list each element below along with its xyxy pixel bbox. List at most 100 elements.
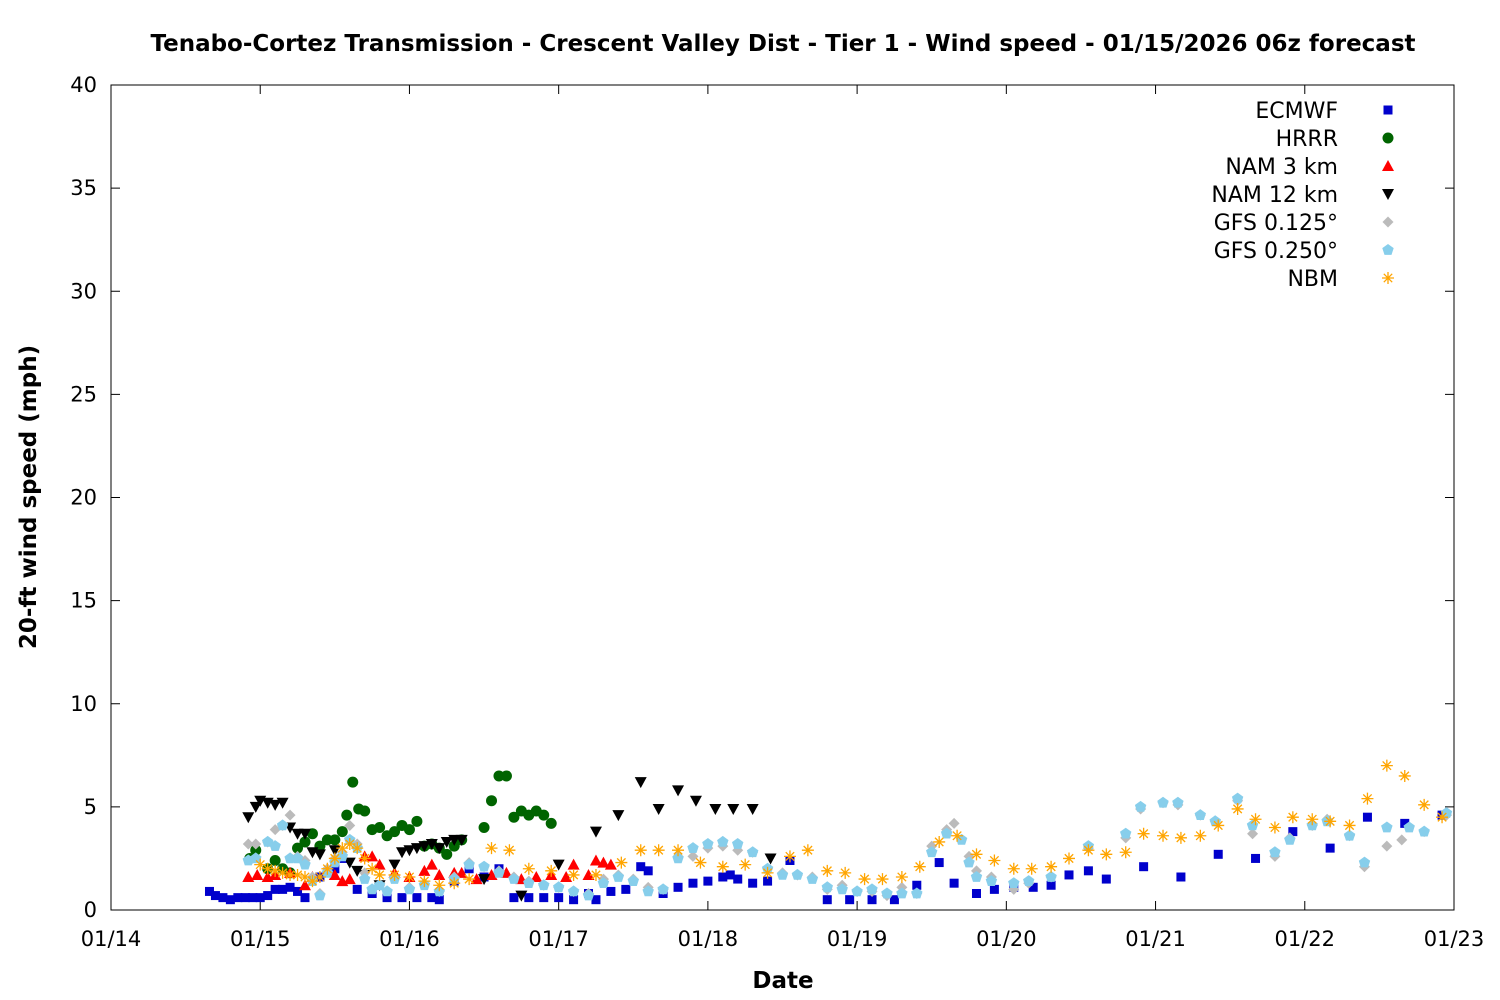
data-point-nbm (298, 871, 311, 883)
data-point-nbm (306, 875, 319, 888)
data-point-hrrr (500, 770, 512, 782)
series-nbm (254, 759, 1449, 892)
y-tick-label: 20 (70, 486, 97, 510)
data-point-nbm (694, 856, 707, 869)
data-point-gfs-0-250 (963, 856, 975, 868)
data-point-nbm (652, 844, 665, 857)
data-point-ecmwf (330, 864, 340, 874)
data-point-gfs-0-250 (1120, 827, 1132, 839)
data-point-nbm (261, 862, 274, 875)
data-point-gfs-0-250 (314, 889, 326, 901)
data-point-hrrr (292, 842, 304, 854)
data-point-nbm (1045, 860, 1058, 873)
data-point-gfs-0-250 (612, 871, 625, 882)
legend-label-ecmwf: ECMWF (1255, 99, 1338, 124)
data-point-ecmwf (1251, 853, 1261, 863)
data-point-nbm (503, 844, 516, 857)
data-point-ecmwf (934, 858, 944, 868)
data-point-gfs-0-250 (523, 877, 535, 888)
y-tick-label: 0 (84, 898, 97, 922)
data-point-nam-3-km (242, 871, 255, 882)
data-point-ecmwf (989, 884, 999, 894)
data-point-nam-12-km (612, 810, 625, 822)
data-point-nbm (1100, 848, 1113, 861)
data-point-gfs-0-250 (1023, 875, 1035, 886)
data-point-gfs-0-250 (597, 877, 610, 888)
data-point-ecmwf (524, 893, 534, 903)
data-point-ecmwf (763, 876, 773, 886)
data-point-ecmwf (636, 862, 646, 872)
data-point-nam-3-km (500, 866, 513, 878)
y-tick-label: 15 (70, 589, 97, 613)
data-point-nam-3-km (604, 858, 617, 870)
data-point-nam-3-km (373, 858, 386, 870)
data-point-ecmwf (270, 884, 280, 894)
data-point-nbm (1436, 811, 1449, 824)
data-point-nbm (1398, 769, 1411, 782)
legend-marker-gfs-0-250 (1382, 244, 1394, 255)
data-point-nbm (284, 868, 297, 881)
data-point-nam-3-km (567, 858, 580, 870)
y-tick-label: 5 (84, 795, 97, 819)
data-point-nbm (1119, 846, 1132, 859)
data-point-gfs-0-125 (1247, 828, 1259, 840)
data-point-nbm (276, 866, 289, 879)
data-point-nbm (269, 864, 282, 877)
data-point-hrrr (441, 848, 453, 860)
data-point-nbm (1286, 811, 1299, 824)
data-point-ecmwf (1176, 872, 1186, 882)
data-point-nam-12-km (433, 843, 446, 855)
data-point-gfs-0-250 (1403, 821, 1415, 833)
data-point-nbm (970, 848, 983, 861)
data-point-nam-12-km (727, 803, 740, 815)
data-point-nbm (1174, 831, 1187, 844)
data-point-nbm (313, 871, 326, 883)
data-point-gfs-0-250 (776, 868, 789, 880)
data-point-gfs-0-250 (276, 819, 289, 831)
data-point-nam-3-km (425, 858, 438, 870)
data-point-gfs-0-125 (1396, 834, 1408, 846)
data-point-nbm (1418, 798, 1431, 811)
data-point-nam-3-km (560, 871, 573, 882)
data-point-hrrr (478, 822, 490, 833)
data-point-hrrr (486, 795, 498, 807)
data-point-nbm (1249, 813, 1262, 826)
data-point-nbm (801, 844, 814, 857)
data-point-gfs-0-250 (732, 838, 744, 849)
data-point-nam-12-km (276, 797, 289, 809)
y-axis-label: 20-ft wind speed (mph) (16, 345, 42, 649)
data-point-gfs-0-250 (836, 883, 848, 895)
data-point-nam-12-km (242, 812, 255, 824)
data-point-ecmwf (554, 893, 564, 903)
data-point-nam-3-km (530, 871, 543, 882)
data-point-nbm (1212, 819, 1225, 832)
data-point-nam-12-km (298, 828, 311, 840)
data-point-gfs-0-250 (746, 846, 759, 858)
data-point-nam-12-km (425, 839, 438, 850)
data-point-nam-3-km (328, 868, 341, 880)
data-point-gfs-0-250 (806, 873, 819, 884)
x-tick-label: 01/20 (976, 927, 1037, 951)
data-point-nam-12-km (634, 777, 647, 789)
data-point-ecmwf (1083, 866, 1093, 876)
data-point-nam-3-km (470, 873, 483, 885)
data-point-ecmwf (748, 878, 758, 888)
data-point-hrrr (508, 811, 520, 823)
data-point-nbm (1007, 862, 1020, 875)
data-point-gfs-0-125 (344, 819, 356, 831)
data-point-ecmwf (434, 895, 444, 905)
data-point-ecmwf (1213, 849, 1223, 859)
data-point-hrrr (538, 809, 550, 821)
data-point-nam-3-km (589, 854, 602, 866)
data-point-nbm (545, 864, 558, 877)
data-point-nam-12-km (418, 841, 431, 853)
data-point-gfs-0-250 (1269, 846, 1281, 858)
data-point-nam-3-km (597, 856, 610, 868)
data-point-gfs-0-250 (1418, 825, 1430, 837)
legend-label-gfs-0-250: GFS 0.250° (1214, 239, 1338, 264)
data-point-gfs-0-250 (970, 871, 983, 882)
data-point-gfs-0-250 (940, 827, 953, 839)
data-point-hrrr (389, 826, 401, 838)
data-point-hrrr (411, 815, 423, 827)
